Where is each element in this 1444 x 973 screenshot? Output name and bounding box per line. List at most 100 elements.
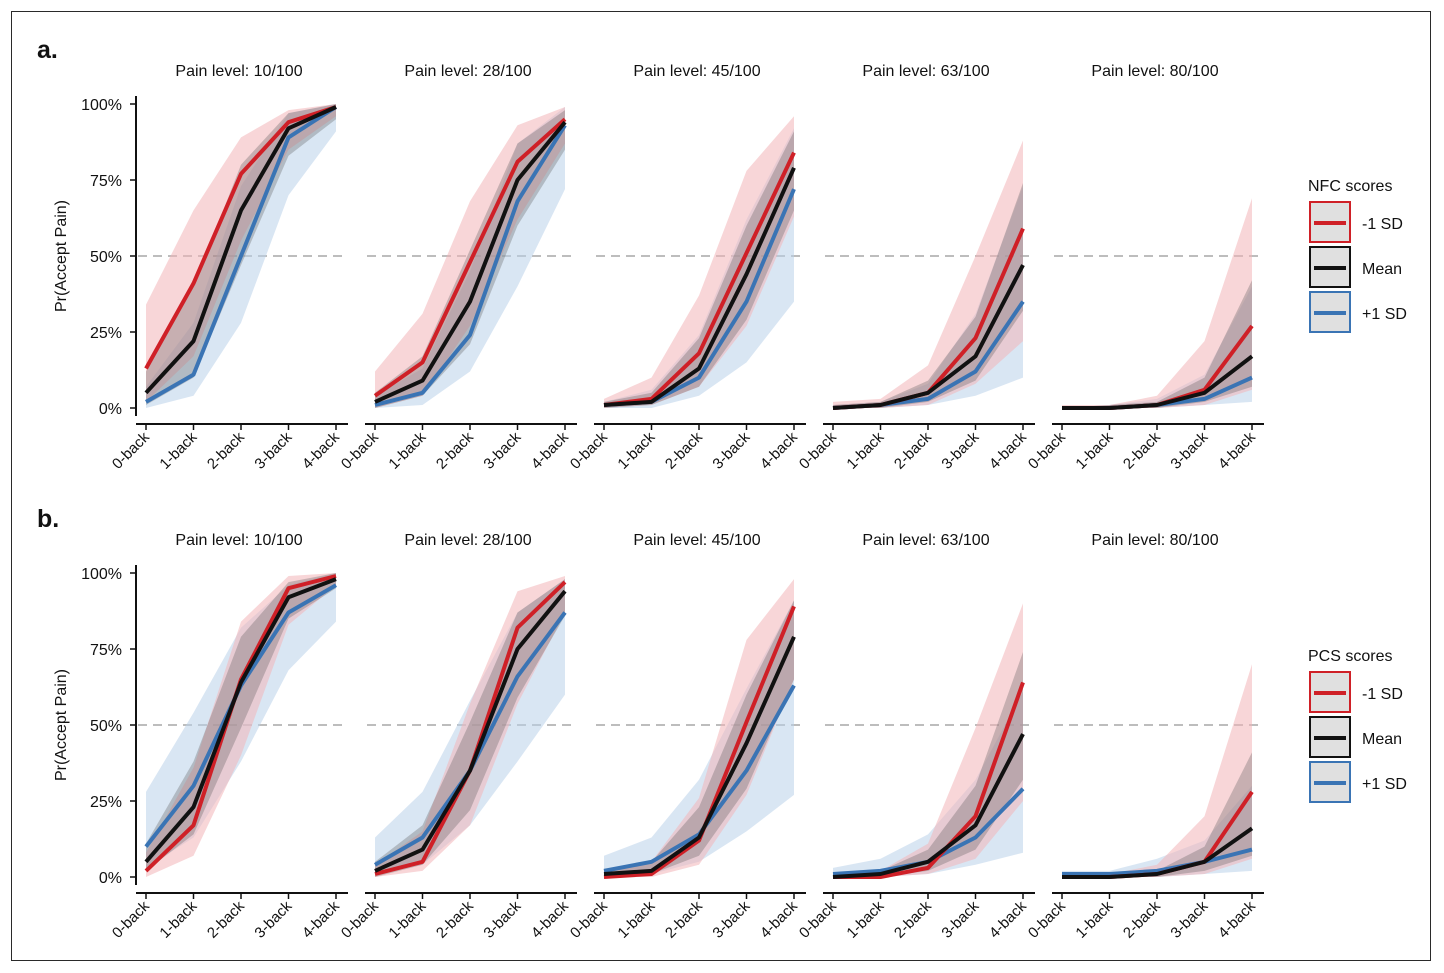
x-axis-tick-label: 3-back bbox=[480, 897, 524, 941]
legend-entry-label: -1 SD bbox=[1362, 216, 1403, 233]
legend-title: PCS scores bbox=[1308, 648, 1392, 665]
x-axis-tick-label: 0-back bbox=[567, 897, 611, 941]
x-axis-tick-label: 2-back bbox=[433, 897, 477, 941]
x-axis-tick-label: 3-back bbox=[1167, 428, 1211, 472]
series-line-mean bbox=[603, 166, 796, 407]
series-line-plus-1-sd bbox=[374, 124, 567, 407]
facet-title: Pain level: 45/100 bbox=[633, 63, 760, 80]
x-axis-tick-label: 0-back bbox=[567, 428, 611, 472]
x-axis-tick-label: 0-back bbox=[796, 428, 840, 472]
x-axis-tick-label: 0-back bbox=[109, 897, 153, 941]
confidence-band-minus-1-sd bbox=[833, 603, 1023, 877]
facet-title: Pain level: 28/100 bbox=[404, 532, 531, 549]
legend-entry-label: +1 SD bbox=[1362, 306, 1407, 323]
facet-title: Pain level: 45/100 bbox=[633, 532, 760, 549]
confidence-band-minus-1-sd bbox=[146, 573, 336, 877]
y-axis-label: Pr(Accept Pain) bbox=[53, 200, 70, 312]
x-axis-tick-label: 2-back bbox=[1120, 897, 1164, 941]
x-axis-tick-label: 3-back bbox=[1167, 897, 1211, 941]
x-axis-tick-label: 1-back bbox=[1072, 897, 1116, 941]
y-axis-tick-label: 75% bbox=[90, 173, 122, 190]
x-axis-tick-label: 0-back bbox=[338, 897, 382, 941]
legend-title: NFC scores bbox=[1308, 178, 1392, 195]
x-axis-tick-label: 3-back bbox=[938, 897, 982, 941]
x-axis-tick-label: 3-back bbox=[938, 428, 982, 472]
x-axis-tick-label: 1-back bbox=[385, 897, 429, 941]
x-axis-tick-label: 2-back bbox=[204, 897, 248, 941]
x-axis-tick-label: 2-back bbox=[891, 428, 935, 472]
facet-title: Pain level: 63/100 bbox=[862, 63, 989, 80]
panel-label: b. bbox=[37, 505, 59, 533]
x-axis-tick-label: 2-back bbox=[891, 897, 935, 941]
series-line-mean bbox=[144, 577, 337, 864]
x-axis-tick-label: 4-back bbox=[1215, 428, 1259, 472]
series-line-mean bbox=[1062, 826, 1254, 879]
x-axis-tick-label: 4-back bbox=[757, 897, 801, 941]
x-axis-tick-label: 0-back bbox=[1025, 897, 1069, 941]
legend-entry-label: Mean bbox=[1362, 731, 1402, 748]
y-axis-tick-label: 100% bbox=[81, 97, 122, 114]
confidence-band-minus-1-sd bbox=[604, 579, 794, 877]
series-line-mean bbox=[374, 120, 567, 404]
x-axis-tick-label: 1-back bbox=[156, 897, 200, 941]
y-axis-tick-label: 25% bbox=[90, 794, 122, 811]
series-line-plus-1-sd bbox=[1062, 847, 1253, 876]
legend-entry-label: Mean bbox=[1362, 261, 1402, 278]
legend-entry-label: +1 SD bbox=[1362, 776, 1407, 793]
y-axis-tick-label: 50% bbox=[90, 718, 122, 735]
x-axis-tick-label: 3-back bbox=[709, 897, 753, 941]
confidence-band-minus-1-sd bbox=[1062, 198, 1252, 408]
facet-title: Pain level: 80/100 bbox=[1091, 63, 1218, 80]
confidence-band-mean bbox=[833, 652, 1023, 877]
series-line-minus-1-sd bbox=[144, 105, 337, 370]
x-axis-tick-label: 4-back bbox=[1215, 897, 1259, 941]
y-axis-label: Pr(Accept Pain) bbox=[53, 669, 70, 781]
x-axis-tick-label: 2-back bbox=[662, 428, 706, 472]
x-axis-tick-label: 2-back bbox=[204, 428, 248, 472]
x-axis-tick-label: 3-back bbox=[480, 428, 524, 472]
series-line-mean bbox=[1062, 354, 1254, 410]
x-axis-tick-label: 3-back bbox=[251, 428, 295, 472]
y-axis-tick-label: 0% bbox=[99, 401, 122, 418]
panel-label: a. bbox=[37, 36, 58, 64]
confidence-band-plus-1-sd bbox=[604, 128, 794, 409]
x-axis-tick-label: 1-back bbox=[614, 897, 658, 941]
facet-title: Pain level: 10/100 bbox=[175, 63, 302, 80]
series-line-mean bbox=[374, 589, 567, 873]
x-axis-tick-label: 4-back bbox=[528, 428, 572, 472]
x-axis-tick-label: 1-back bbox=[1072, 428, 1116, 472]
confidence-band-mean bbox=[146, 573, 336, 871]
x-axis-tick-label: 1-back bbox=[614, 428, 658, 472]
x-axis-tick-label: 1-back bbox=[843, 897, 887, 941]
confidence-band-minus-1-sd bbox=[146, 104, 336, 402]
y-axis-tick-label: 75% bbox=[90, 642, 122, 659]
series-line-minus-1-sd bbox=[603, 605, 796, 879]
x-axis-tick-label: 1-back bbox=[385, 428, 429, 472]
x-axis-tick-label: 2-back bbox=[1120, 428, 1164, 472]
x-axis-tick-label: 1-back bbox=[156, 428, 200, 472]
x-axis-tick-label: 4-back bbox=[986, 428, 1030, 472]
x-axis-tick-label: 0-back bbox=[109, 428, 153, 472]
x-axis-tick-label: 3-back bbox=[709, 428, 753, 472]
x-axis-tick-label: 3-back bbox=[251, 897, 295, 941]
y-axis-tick-label: 100% bbox=[81, 566, 122, 583]
x-axis-tick-label: 2-back bbox=[662, 897, 706, 941]
x-axis-tick-label: 4-back bbox=[986, 897, 1030, 941]
y-axis-tick-label: 25% bbox=[90, 325, 122, 342]
x-axis-tick-label: 4-back bbox=[299, 897, 343, 941]
y-axis-tick-label: 50% bbox=[90, 249, 122, 266]
confidence-band-mean bbox=[604, 600, 794, 877]
confidence-band-mean bbox=[833, 183, 1023, 408]
x-axis-tick-label: 4-back bbox=[757, 428, 801, 472]
series-line-mean bbox=[832, 733, 1025, 879]
series-line-minus-1-sd bbox=[373, 117, 567, 398]
x-axis-tick-label: 4-back bbox=[528, 897, 572, 941]
confidence-band-plus-1-sd bbox=[604, 600, 794, 877]
facet-title: Pain level: 28/100 bbox=[404, 63, 531, 80]
x-axis-tick-label: 0-back bbox=[338, 428, 382, 472]
x-axis-tick-label: 4-back bbox=[299, 428, 343, 472]
legend-entry-label: -1 SD bbox=[1362, 686, 1403, 703]
facet-title: Pain level: 80/100 bbox=[1091, 532, 1218, 549]
series-line-mean bbox=[832, 264, 1025, 410]
